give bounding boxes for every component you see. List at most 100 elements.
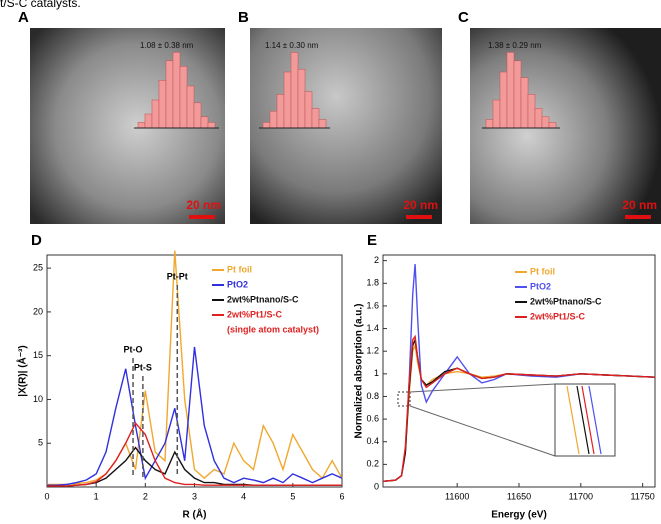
zoom-curve	[581, 385, 595, 455]
x-tick-label: 11750	[630, 491, 654, 501]
histogram-bar	[151, 99, 160, 129]
x-tick-label: 4	[241, 491, 246, 501]
legend-label: 2wt%Ptnano/S-C	[530, 296, 602, 306]
size-label: 1.08 ± 0.38 nm	[140, 41, 194, 50]
scale-bar	[189, 215, 215, 219]
y-axis-label: Normalized absorption (a.u.)	[354, 303, 365, 438]
panel-label: A	[18, 9, 29, 26]
histogram-bar	[137, 122, 146, 129]
size-label: 1.38 ± 0.29 nm	[488, 41, 542, 50]
histogram-bar	[200, 116, 209, 129]
histogram-bar	[520, 77, 529, 129]
histogram-bar	[541, 116, 550, 129]
y-tick-label: 0	[374, 481, 379, 491]
x-axis-label: Energy (eV)	[491, 510, 547, 521]
histogram-bar	[485, 119, 494, 129]
data-line	[47, 346, 343, 486]
x-tick-label: 2	[143, 491, 148, 501]
histogram-bar	[179, 66, 188, 129]
x-tick-label: 5	[290, 491, 295, 501]
data-line	[47, 421, 342, 487]
legend-note: (single atom catalyst)	[227, 324, 319, 334]
y-tick-label: 0.2	[366, 459, 379, 469]
histogram-bar	[207, 122, 216, 129]
panel-label: B	[238, 9, 249, 26]
scale-bar-label: 20 nm	[403, 198, 438, 212]
histogram-bar	[186, 85, 195, 129]
y-tick-label: 25	[33, 263, 43, 273]
size-label: 1.14 ± 0.30 nm	[265, 41, 319, 50]
zoom-curve	[588, 385, 602, 455]
histogram-bar	[311, 108, 320, 129]
histogram-bar	[534, 108, 543, 129]
legend-label: 2wt%Pt1/S-C	[227, 309, 283, 319]
y-tick-label: 10	[33, 394, 43, 404]
x-tick-label: 11650	[507, 491, 531, 501]
legend-label: Pt foil	[227, 264, 252, 274]
histogram-bar	[297, 68, 306, 129]
data-line	[382, 334, 656, 482]
y-tick-label: 0.8	[366, 391, 379, 401]
histogram-bar	[262, 122, 271, 129]
zoom-line	[409, 405, 556, 457]
x-axis-label: R (Å)	[183, 508, 207, 521]
zoom-curve	[576, 385, 590, 455]
y-tick-label: 5	[38, 438, 43, 448]
histogram-bar	[492, 99, 501, 129]
legend-label: 2wt%Pt1/S-C	[530, 311, 586, 321]
y-tick-label: 15	[33, 350, 43, 360]
y-tick-label: 0.4	[366, 436, 379, 446]
zoom-inset	[554, 383, 616, 457]
y-tick-label: 20	[33, 306, 43, 316]
y-tick-label: 1.2	[366, 346, 379, 356]
histogram-bar	[290, 52, 299, 129]
zoom-source	[397, 391, 411, 407]
zoom-line	[409, 383, 556, 393]
panel-label: C	[458, 9, 469, 26]
legend-label: PtO2	[530, 281, 551, 291]
x-tick-label: 1	[94, 491, 99, 501]
y-tick-label: 1.6	[366, 300, 379, 310]
legend-label: 2wt%Ptnano/S-C	[227, 294, 299, 304]
x-tick-label: 11600	[445, 491, 469, 501]
scale-bar	[406, 215, 432, 219]
histogram-bar	[144, 113, 153, 129]
y-tick-label: 1.4	[366, 323, 379, 333]
x-tick-label: 11700	[569, 491, 593, 501]
data-line	[47, 250, 343, 486]
panel-label: D	[31, 232, 42, 249]
annotation: Pt-O	[124, 344, 143, 354]
histogram-bar	[506, 52, 515, 129]
histogram-bar	[527, 94, 536, 129]
scale-bar	[625, 215, 651, 219]
annotation: Pt-Pt	[167, 271, 188, 281]
histogram-bar	[276, 94, 285, 129]
histogram-bar	[193, 102, 202, 129]
y-tick-label: 1	[374, 368, 379, 378]
histogram-bar	[304, 91, 313, 129]
annotation: Pt-S	[134, 362, 152, 372]
histogram-bar	[513, 60, 522, 129]
x-tick-label: 3	[192, 491, 197, 501]
legend-label: Pt foil	[530, 266, 555, 276]
caption: t/S-C catalysts.	[0, 0, 81, 10]
y-tick-label: 1.8	[366, 278, 379, 288]
histogram-bar	[318, 119, 327, 129]
zoom-curve	[566, 385, 580, 455]
scale-bar-label: 20 nm	[622, 198, 657, 212]
y-axis-label: |X(R)| (Å⁻³)	[16, 345, 29, 396]
histogram-bar	[158, 80, 167, 129]
histogram-bar	[269, 110, 278, 129]
y-tick-label: 0.6	[366, 413, 379, 423]
y-tick-label: 2	[374, 255, 379, 265]
scale-bar-label: 20 nm	[186, 198, 221, 212]
histogram-bar	[548, 122, 557, 129]
x-tick-label: 6	[339, 491, 344, 501]
panel-label: E	[367, 232, 377, 249]
plot-frame	[46, 254, 343, 488]
x-tick-label: 0	[44, 491, 49, 501]
legend-label: PtO2	[227, 279, 248, 289]
histogram-bar	[499, 71, 508, 129]
histogram-bar	[165, 60, 174, 129]
